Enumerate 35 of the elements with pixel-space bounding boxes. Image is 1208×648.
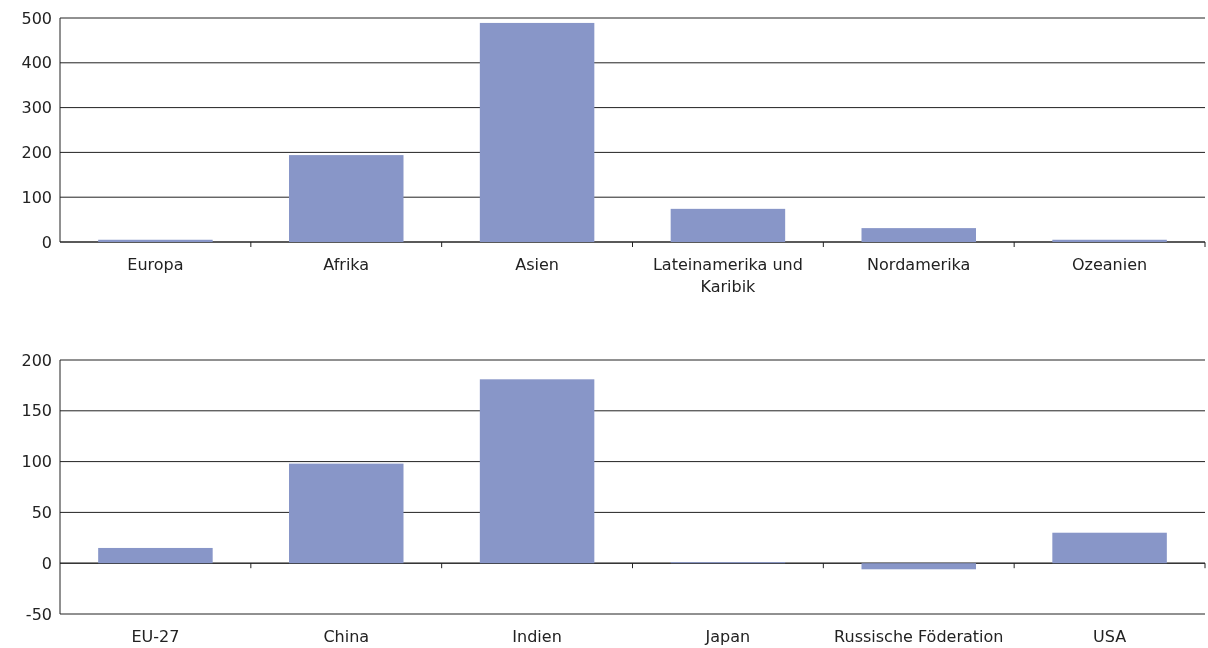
x-tick-label: Nordamerika	[867, 255, 971, 274]
x-tick-label: Afrika	[323, 255, 370, 274]
y-tick-label: 100	[21, 187, 52, 207]
bar	[1052, 532, 1167, 564]
x-tick-label: Ozeanien	[1071, 255, 1148, 274]
x-tick-label: EU-27	[131, 627, 180, 646]
x-tick-label: Russische Föderation	[834, 627, 1004, 646]
y-tick-label: -50	[25, 604, 52, 624]
x-tick-label: Europa	[127, 255, 184, 274]
y-tick-label: 500	[21, 8, 52, 28]
bar	[289, 463, 404, 564]
y-tick-label: 50	[31, 503, 52, 522]
y-tick-label: 150	[21, 401, 52, 421]
bar	[479, 379, 595, 564]
y-tick-label: 0	[41, 232, 52, 252]
bar	[479, 22, 595, 242]
bar	[1052, 239, 1167, 242]
bar	[98, 547, 213, 564]
bar	[861, 228, 976, 242]
y-tick-label: 0	[41, 553, 52, 573]
x-tick-label: Japan	[704, 627, 751, 646]
y-tick-label: 300	[21, 98, 52, 118]
bar	[861, 563, 976, 570]
x-tick-label: USA	[1093, 627, 1127, 646]
bar	[98, 239, 213, 242]
y-tick-label: 200	[21, 350, 52, 370]
x-tick-label: Indien	[512, 627, 562, 646]
x-tick-label: Lateinamerika und Karibik	[652, 255, 803, 296]
y-tick-label: 400	[21, 53, 52, 73]
x-tick-label: Asien	[515, 255, 559, 274]
x-tick-label: China	[323, 627, 370, 646]
y-tick-label: 200	[21, 143, 52, 162]
bar	[670, 208, 786, 242]
y-tick-label: 100	[21, 452, 52, 472]
bar	[289, 155, 404, 242]
